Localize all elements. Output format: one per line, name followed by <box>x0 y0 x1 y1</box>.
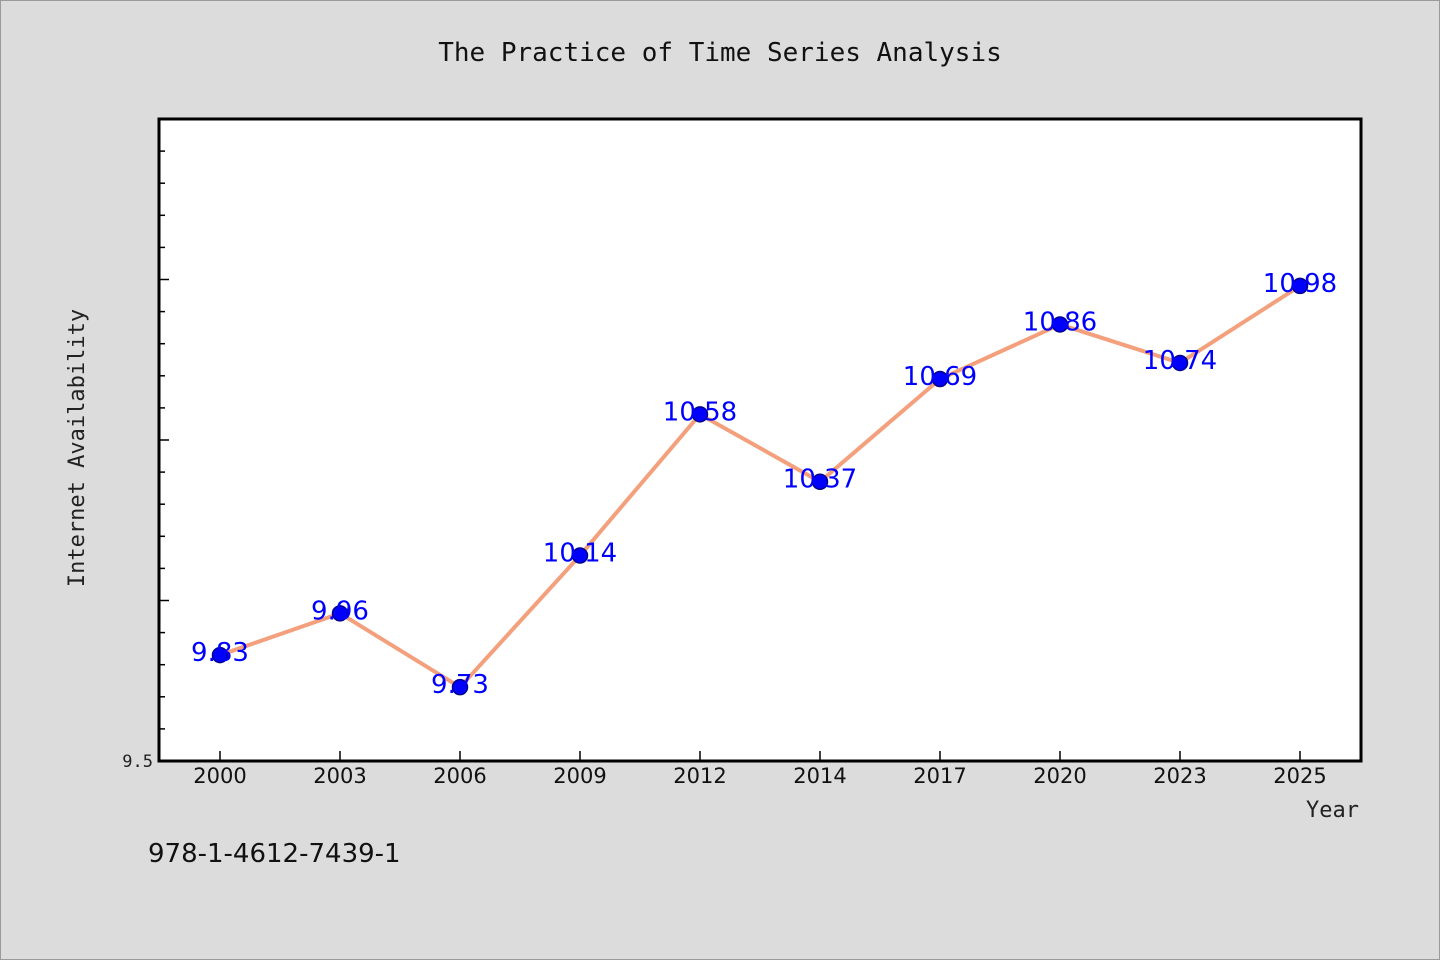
data-label: 10.37 <box>783 465 857 495</box>
data-label: 10.69 <box>903 362 977 392</box>
x-tick-label: 2006 <box>433 764 486 788</box>
x-tick-label: 2012 <box>673 764 726 788</box>
data-point <box>691 406 709 423</box>
x-axis-label: Year <box>1306 798 1359 823</box>
data-label: 9.83 <box>191 638 249 668</box>
x-tick-label: 2000 <box>193 764 246 788</box>
x-tick-label: 2020 <box>1033 764 1086 788</box>
data-point <box>1051 316 1069 333</box>
data-point <box>451 678 469 696</box>
x-tick-label: 2003 <box>313 764 366 788</box>
chart-title: The Practice of Time Series Analysis <box>438 38 1002 68</box>
data-point <box>1171 354 1189 372</box>
series-markers <box>211 277 1309 696</box>
data-point <box>571 547 589 564</box>
isbn-text: 978-1-4612-7439-1 <box>148 839 401 869</box>
data-label: 9.96 <box>311 596 369 626</box>
x-tick-label: 2009 <box>553 764 606 788</box>
data-label: 10.98 <box>1263 269 1337 299</box>
data-label: 9.73 <box>431 670 489 700</box>
x-axis-ticks: 2000 2003 2006 2009 2012 2014 2017 2020 2023 2025 <box>193 751 1327 788</box>
data-point <box>1291 277 1309 295</box>
data-point <box>331 605 349 622</box>
data-point <box>931 370 949 388</box>
y-tick-label: 9.5 <box>122 752 153 772</box>
data-label: 10.58 <box>663 397 737 427</box>
data-point <box>811 473 829 490</box>
y-axis-ticks: 9.5 <box>122 118 169 772</box>
x-tick-label: 2017 <box>913 764 966 788</box>
data-point <box>211 646 229 664</box>
x-tick-label: 2023 <box>1153 764 1206 788</box>
data-label: 10.86 <box>1023 307 1097 337</box>
data-label: 10.74 <box>1143 346 1217 376</box>
x-tick-label: 2014 <box>793 764 846 788</box>
x-tick-label: 2025 <box>1273 764 1326 788</box>
y-axis-label: Internet Availability <box>65 309 90 587</box>
data-labels: 9.83 9.96 9.73 10.14 10.58 10.37 10.69 10.86 10.… <box>191 269 1337 700</box>
series-line <box>219 284 1302 690</box>
data-label: 10.14 <box>543 539 617 569</box>
plot-area <box>157 117 1363 763</box>
